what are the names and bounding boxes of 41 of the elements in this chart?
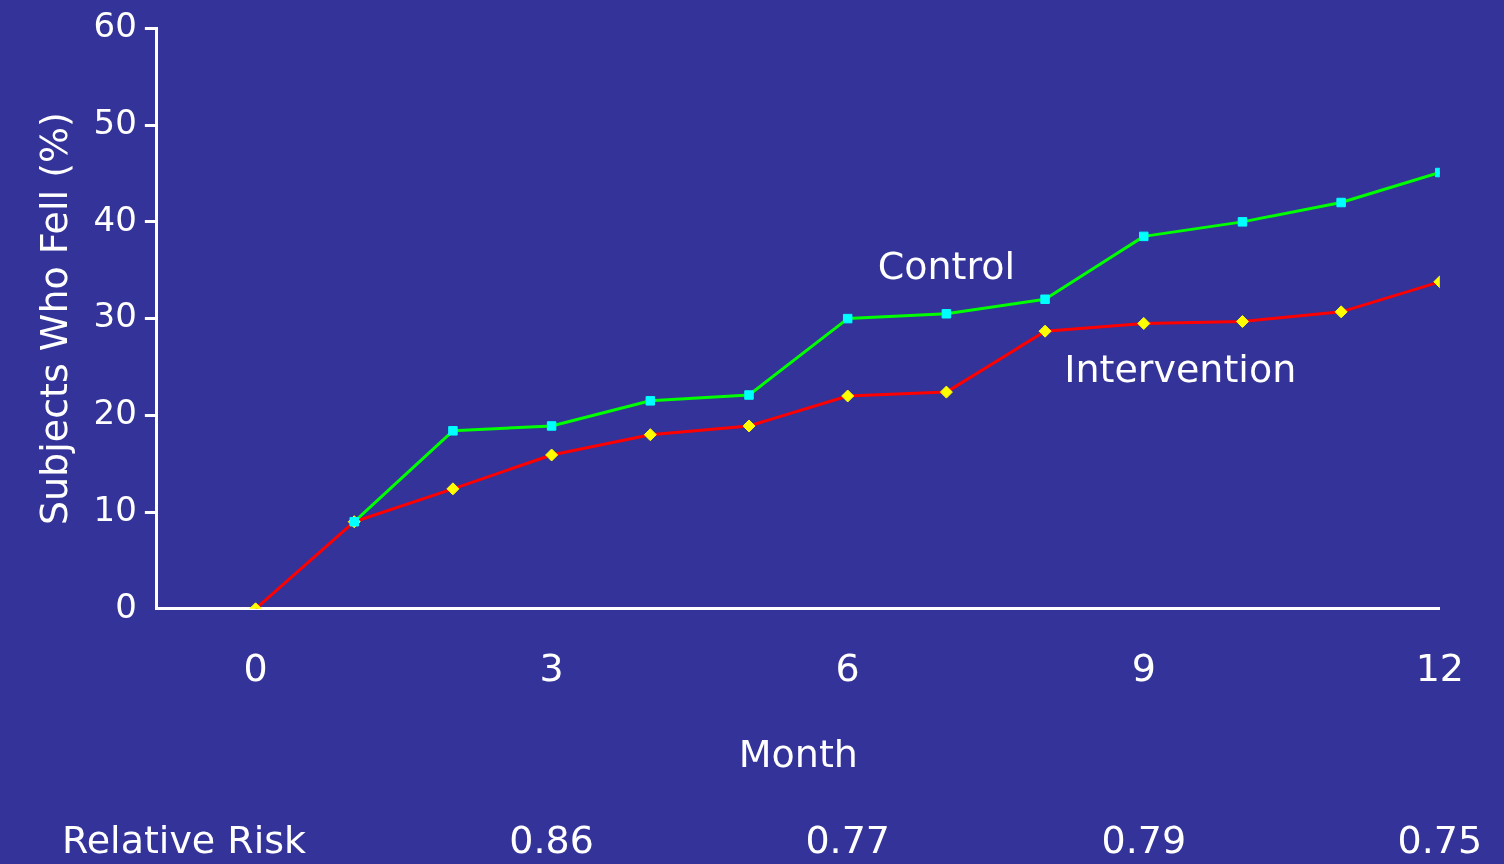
point	[1038, 324, 1052, 338]
point	[448, 426, 458, 436]
series-label: Intervention	[1064, 346, 1297, 391]
point	[1336, 197, 1346, 208]
point	[546, 421, 557, 431]
point	[939, 385, 953, 399]
y-tick-label: 0	[115, 585, 137, 626]
point	[643, 428, 657, 442]
point	[941, 309, 952, 319]
point	[1040, 294, 1050, 304]
point	[545, 448, 559, 462]
x-tick-label: 0	[243, 646, 268, 691]
point	[742, 419, 756, 433]
point	[1237, 217, 1248, 227]
y-tick-label: 50	[93, 101, 137, 142]
point	[744, 390, 754, 400]
text: 0.75	[1397, 817, 1483, 862]
point	[1235, 315, 1249, 328]
y-tick-label: 30	[93, 295, 137, 336]
series-label: Control	[877, 243, 1016, 288]
point	[446, 482, 460, 496]
y-tick-label: 60	[93, 5, 137, 46]
point	[1139, 231, 1149, 242]
point	[1334, 305, 1348, 319]
point	[645, 396, 656, 406]
x-tick-label: 9	[1131, 646, 1156, 691]
text: 0.79	[1101, 817, 1187, 862]
point	[842, 313, 853, 324]
x-tick-label: 6	[835, 646, 860, 691]
point	[1137, 316, 1151, 330]
y-axis-title: Subjects Who Fell (%)	[31, 112, 76, 526]
text: 0.86	[509, 817, 594, 862]
point	[841, 389, 855, 403]
text: Relative Risk	[62, 817, 307, 862]
y-tick-label: 40	[93, 198, 137, 239]
x-tick-label: 12	[1415, 646, 1464, 691]
text: 0.77	[805, 817, 890, 862]
x-axis-title: Month	[738, 732, 858, 777]
y-tick-label: 20	[93, 392, 137, 433]
y-tick-label: 10	[93, 488, 137, 529]
x-tick-label: 3	[539, 646, 564, 691]
